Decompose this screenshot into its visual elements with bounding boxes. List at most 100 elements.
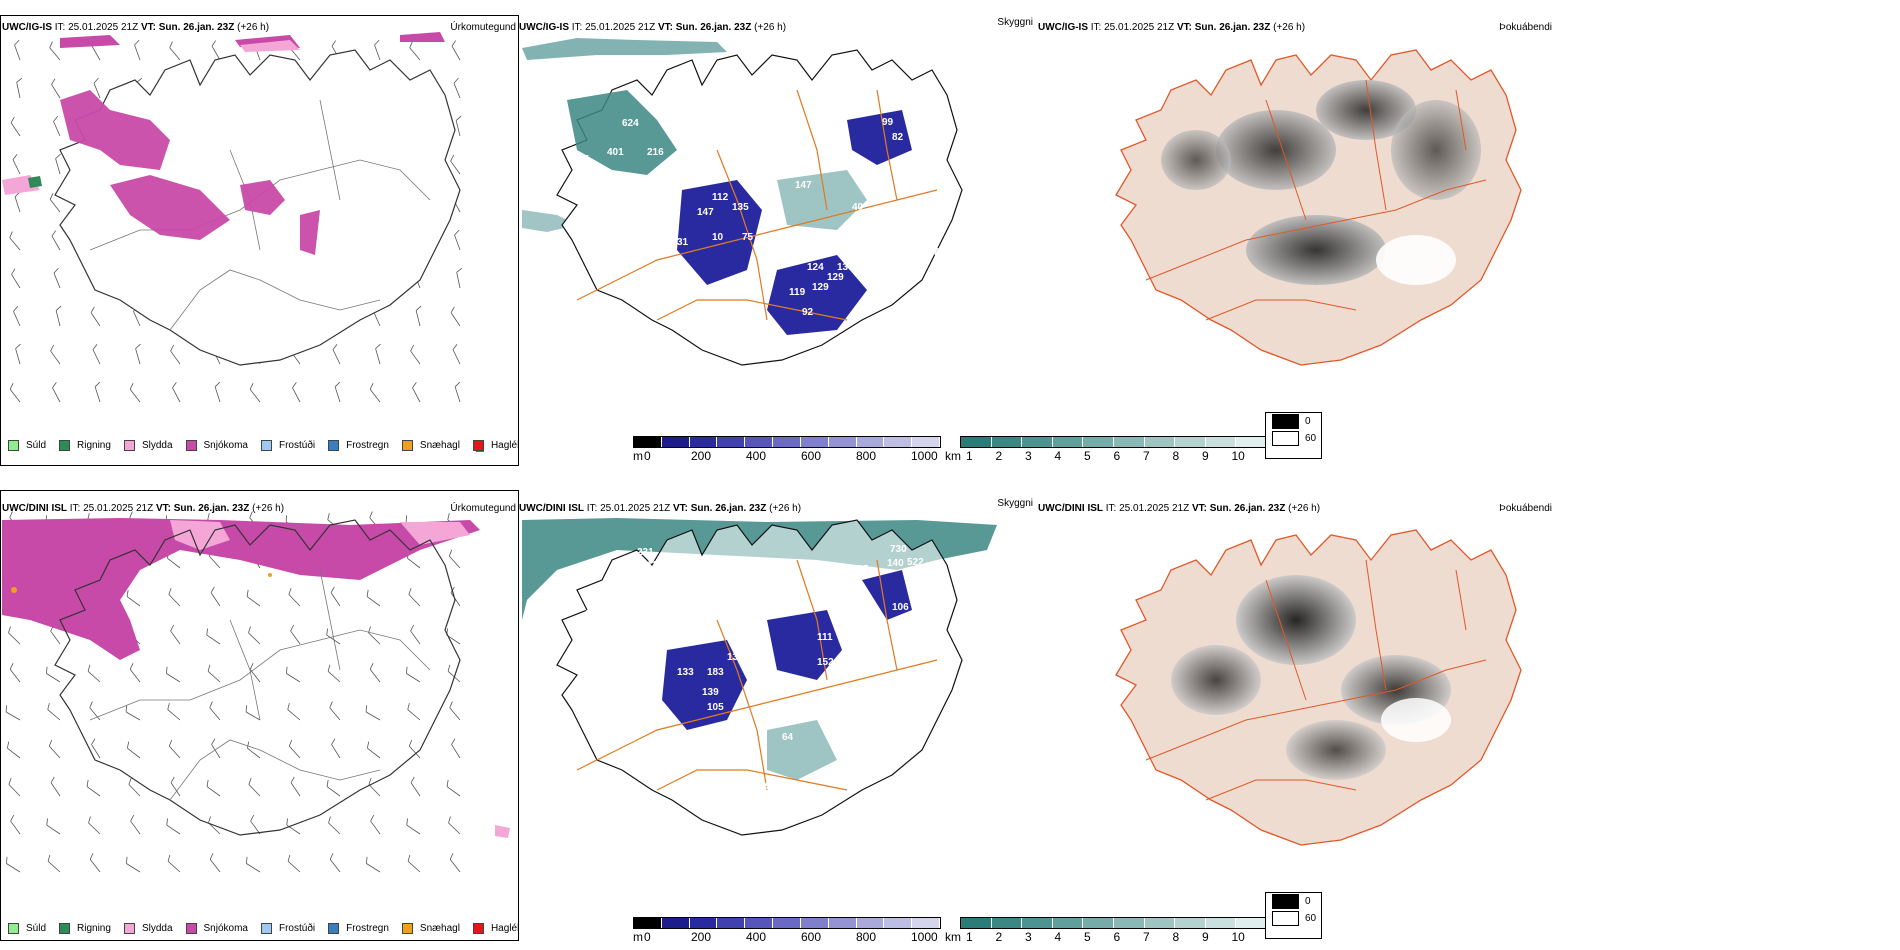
legend-label: Frostúði [278, 440, 316, 451]
wind-barb [86, 779, 101, 797]
roads [1145, 79, 1487, 321]
colorbar-segment [745, 918, 774, 928]
precip-legend-item: Frostregn [328, 440, 389, 451]
precip-legend-item: Slydda [123, 440, 173, 451]
colorbar-segment [884, 437, 913, 447]
visibility-value-label: 152 [817, 657, 834, 668]
fog-legend-swatch [1272, 894, 1299, 909]
fog-legend-label: 0 [1305, 896, 1311, 907]
visibility-value-label: 93 [847, 610, 859, 621]
visibility-value-label: 158 [757, 177, 774, 188]
wind-barb [246, 741, 261, 759]
wind-barb [50, 344, 61, 365]
colorbar-segment [634, 437, 662, 447]
precip-type-frame [0, 490, 519, 941]
colorbar-tick-label: 800 [856, 930, 877, 944]
colorbar-segment [991, 918, 1023, 928]
wind-barb [206, 779, 221, 797]
wind-barb [91, 738, 101, 759]
precip-legend-item: Rigning [59, 440, 111, 451]
ceiling-low-3 [862, 570, 912, 620]
wind-barb [168, 588, 181, 607]
colorbar-tick-label: 600 [801, 930, 822, 944]
wind-barb [90, 306, 101, 327]
visibility-value-label: 205 [632, 562, 649, 573]
wind-barb [454, 229, 461, 251]
colorbar-segment [856, 437, 885, 447]
visibility-value-label: 124 [807, 262, 824, 273]
wind-barb [129, 383, 141, 403]
wind-barb [446, 779, 461, 797]
colorbar-segment [1144, 437, 1176, 447]
visibility-value-label: 106 [857, 624, 874, 635]
wind-barb [13, 305, 21, 327]
wind-barb [51, 230, 61, 251]
colorbar-segment [800, 918, 829, 928]
sleet-area-north [170, 520, 470, 550]
visibility-value-label: 379 [585, 632, 602, 643]
visibility-value-label: 231 [637, 547, 654, 558]
wind-barb [126, 856, 141, 873]
fog-legend-label: 60 [1305, 913, 1317, 924]
visibility-value-label: 105 [707, 702, 724, 713]
ceiling-colorbar-2 [633, 917, 941, 929]
visibility-value-label: 206 [657, 587, 674, 598]
colorbar-segment [661, 918, 690, 928]
fog-legend-label: 60 [1305, 433, 1317, 444]
colorbar-segment [856, 918, 885, 928]
wind-barb [374, 39, 381, 61]
vis-low-south [767, 720, 837, 780]
wind-barb [246, 589, 261, 607]
visibility-value-label: 119 [789, 287, 806, 298]
colorbar-segment [1052, 437, 1084, 447]
fog-map [1115, 49, 1522, 366]
wind-barb [406, 666, 421, 683]
wind-barb [248, 626, 261, 645]
wind-barb [209, 853, 221, 873]
wind-barb [6, 741, 21, 759]
colorbar-segment [689, 437, 718, 447]
visibility-value-label: 401 [607, 147, 624, 158]
visibility-value-label: 64 [782, 732, 794, 743]
colorbar-tick-label: 1 [966, 930, 973, 944]
visibility-value-label: 208 [767, 232, 784, 243]
wind-barb [172, 382, 181, 403]
colorbar-segment [689, 918, 718, 928]
wind-barb [292, 382, 301, 403]
colorbar-segment [1236, 918, 1267, 928]
wind-barb [452, 344, 461, 365]
wind-barb [48, 739, 61, 759]
precip-legend-item: Haglél [472, 440, 519, 451]
wind-barb [410, 776, 421, 797]
wind-barb [129, 663, 141, 683]
wind-barb [246, 856, 261, 873]
colorbar-segment [773, 918, 801, 928]
precip-legend-item: Slydda [123, 923, 173, 934]
legend-label: Frostregn [346, 923, 389, 934]
legend-label: Snjókoma [203, 923, 248, 934]
fog-dark-1 [1216, 110, 1336, 190]
precip-legend-item: Súld [8, 440, 46, 451]
wind-barb [12, 154, 21, 175]
fog-panel-1: UWC/IG-IS IT: 25.01.2025 21Z VT: Sun. 26… [1036, 0, 1556, 470]
wind-barb [366, 741, 381, 759]
precip-type-panel-2: UWC/DINI ISL IT: 25.01.2025 21Z VT: Sun.… [0, 470, 520, 950]
wind-barb [208, 816, 221, 835]
wind-barb [331, 738, 341, 759]
wind-barb [10, 814, 21, 835]
panel-title: UWC/IG-IS IT: 25.01.2025 21Z VT: Sun. 26… [2, 22, 270, 33]
legend-label: Rigning [77, 923, 111, 934]
wind-barb [448, 549, 461, 569]
colorbar-segment [717, 918, 746, 928]
wind-barb [211, 40, 221, 61]
wind-barb [408, 588, 421, 607]
precip-legend-item: Haglél [472, 923, 519, 934]
legend-swatch [328, 923, 340, 934]
wind-barb [288, 588, 301, 607]
colorbar-tick-label: 800 [856, 449, 877, 463]
colorbar-segment [991, 437, 1023, 447]
colorbar-tick-label: 2 [995, 930, 1003, 944]
visibility-value-label: 624 [622, 118, 639, 129]
graupel-dot [268, 573, 272, 577]
panel-title: UWC/IG-IS IT: 25.01.2025 21Z VT: Sun. 26… [519, 22, 787, 33]
